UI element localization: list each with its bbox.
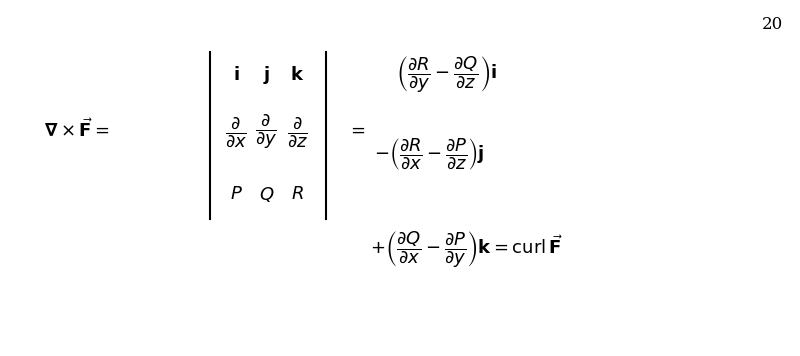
Text: $=$: $=$ <box>346 121 366 139</box>
Text: $\mathbf{i}$: $\mathbf{i}$ <box>233 66 239 84</box>
Text: $\left(\dfrac{\partial R}{\partial y} - \dfrac{\partial Q}{\partial z}\right)\ma: $\left(\dfrac{\partial R}{\partial y} - … <box>396 54 497 95</box>
Text: $Q$: $Q$ <box>258 184 274 204</box>
Text: $R$: $R$ <box>291 185 304 203</box>
Text: $P$: $P$ <box>230 185 242 203</box>
Text: $+\left(\dfrac{\partial Q}{\partial x} - \dfrac{\partial P}{\partial y}\right)\m: $+\left(\dfrac{\partial Q}{\partial x} -… <box>370 229 563 269</box>
Text: $\dfrac{\partial}{\partial x}$: $\dfrac{\partial}{\partial x}$ <box>225 115 247 149</box>
Text: 20: 20 <box>762 16 782 33</box>
Text: $\mathbf{k}$: $\mathbf{k}$ <box>290 66 305 84</box>
Text: $\boldsymbol{\nabla} \times \vec{\mathbf{F}} = $: $\boldsymbol{\nabla} \times \vec{\mathbf… <box>44 119 110 141</box>
Text: $\mathbf{j}$: $\mathbf{j}$ <box>262 64 270 86</box>
Text: $-\left(\dfrac{\partial R}{\partial x} - \dfrac{\partial P}{\partial z}\right)\m: $-\left(\dfrac{\partial R}{\partial x} -… <box>374 137 485 173</box>
Text: $\dfrac{\partial}{\partial y}$: $\dfrac{\partial}{\partial y}$ <box>255 112 278 151</box>
Text: $\dfrac{\partial}{\partial z}$: $\dfrac{\partial}{\partial z}$ <box>287 115 308 149</box>
